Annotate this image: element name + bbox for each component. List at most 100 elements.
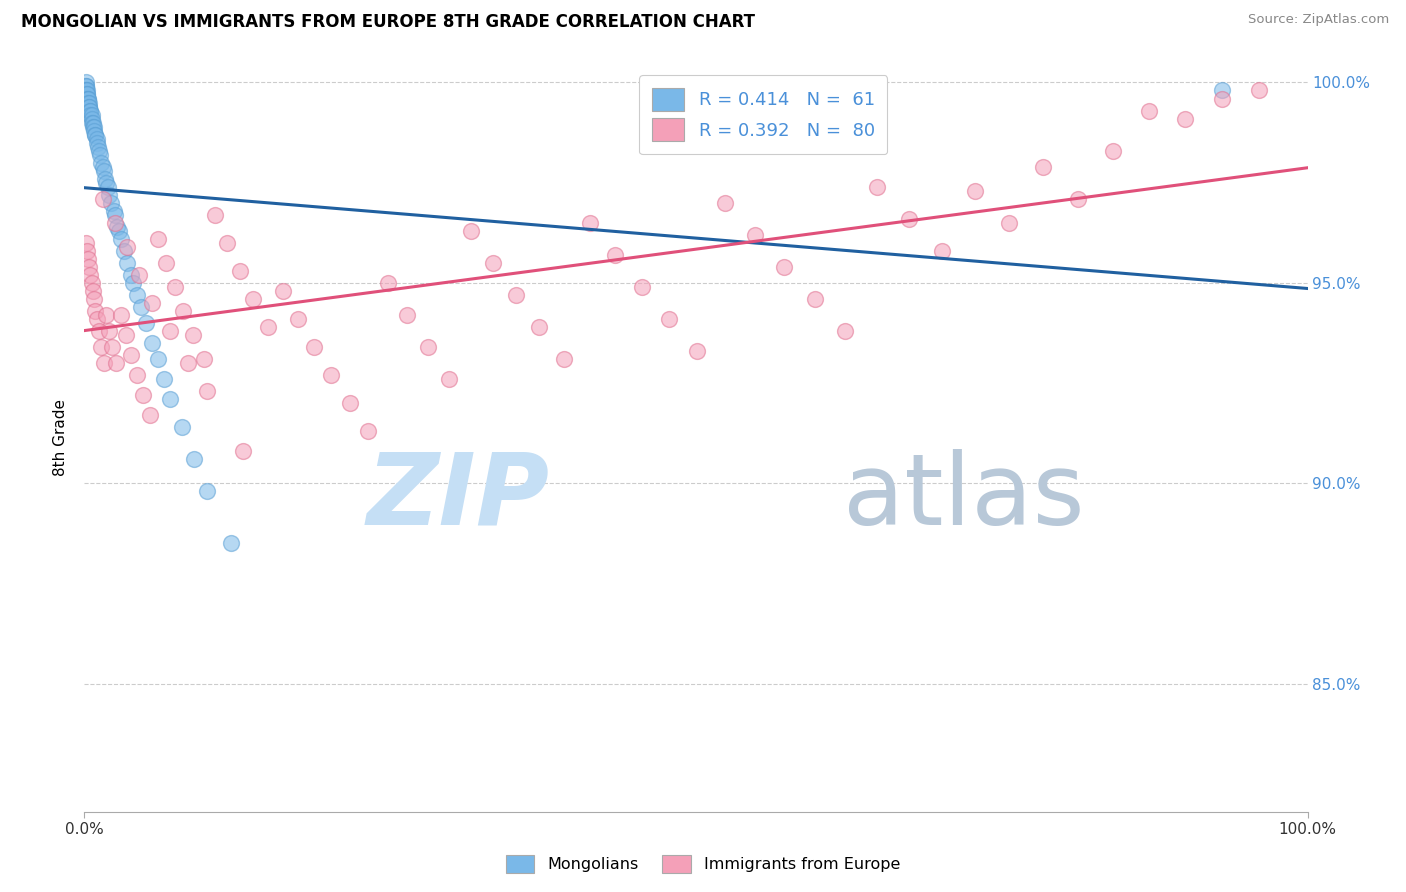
Point xyxy=(79,107,101,121)
Point xyxy=(897,211,920,226)
Point xyxy=(103,203,125,218)
Point xyxy=(105,219,128,234)
Point xyxy=(86,311,108,326)
Point xyxy=(125,368,148,382)
Legend: Mongolians, Immigrants from Europe: Mongolians, Immigrants from Europe xyxy=(499,848,907,880)
Point xyxy=(100,195,122,210)
Point xyxy=(155,256,177,270)
Point xyxy=(77,99,100,113)
Point xyxy=(87,324,110,338)
Point xyxy=(115,240,138,254)
Point xyxy=(83,292,105,306)
Point xyxy=(93,356,115,370)
Point xyxy=(146,232,169,246)
Point xyxy=(105,356,128,370)
Point xyxy=(605,248,627,262)
Legend: R = 0.414   N =  61, R = 0.392   N =  80: R = 0.414 N = 61, R = 0.392 N = 80 xyxy=(640,75,887,154)
Point xyxy=(181,327,204,342)
Point xyxy=(159,392,181,406)
Point xyxy=(80,107,103,121)
Point xyxy=(153,372,176,386)
Point xyxy=(146,351,169,366)
Point xyxy=(242,292,264,306)
Point xyxy=(77,95,100,110)
Point xyxy=(482,256,505,270)
Point xyxy=(75,83,97,97)
Point xyxy=(84,128,107,142)
Point xyxy=(76,87,98,102)
Point xyxy=(460,224,482,238)
Point xyxy=(110,308,132,322)
Point xyxy=(132,388,155,402)
Point xyxy=(866,179,889,194)
Point xyxy=(77,91,100,105)
Point xyxy=(744,227,766,242)
Point xyxy=(86,136,108,150)
Point xyxy=(139,408,162,422)
Point xyxy=(82,115,104,129)
Point xyxy=(79,268,101,282)
Point xyxy=(1066,192,1088,206)
Point xyxy=(80,115,103,129)
Point xyxy=(195,384,218,398)
Point xyxy=(377,276,399,290)
Point xyxy=(76,83,98,97)
Point xyxy=(77,99,100,113)
Point xyxy=(83,120,105,134)
Point xyxy=(89,147,111,161)
Point xyxy=(84,128,107,142)
Point xyxy=(128,268,150,282)
Point xyxy=(79,103,101,118)
Point xyxy=(115,327,138,342)
Point xyxy=(437,372,460,386)
Point xyxy=(287,311,309,326)
Point xyxy=(112,244,135,258)
Point xyxy=(339,396,361,410)
Text: MONGOLIAN VS IMMIGRANTS FROM EUROPE 8TH GRADE CORRELATION CHART: MONGOLIAN VS IMMIGRANTS FROM EUROPE 8TH … xyxy=(21,13,755,31)
Point xyxy=(129,300,152,314)
Point xyxy=(195,484,218,499)
Point xyxy=(578,216,600,230)
Point xyxy=(658,311,681,326)
Point xyxy=(1137,103,1160,118)
Point xyxy=(96,176,118,190)
Point xyxy=(172,420,194,434)
Point xyxy=(80,112,103,126)
Text: Source: ZipAtlas.com: Source: ZipAtlas.com xyxy=(1249,13,1389,27)
Point xyxy=(232,444,254,458)
Point xyxy=(120,268,142,282)
Point xyxy=(1174,112,1197,126)
Point xyxy=(183,452,205,467)
Point xyxy=(87,139,110,153)
Point xyxy=(76,91,98,105)
Point xyxy=(686,343,709,358)
Point xyxy=(416,340,439,354)
Point xyxy=(90,155,112,169)
Point xyxy=(321,368,343,382)
Point xyxy=(75,235,97,250)
Point xyxy=(97,187,120,202)
Point xyxy=(76,87,98,102)
Point xyxy=(357,424,380,438)
Point xyxy=(834,324,856,338)
Point xyxy=(87,144,110,158)
Point xyxy=(141,335,163,350)
Point xyxy=(803,292,825,306)
Point xyxy=(257,319,280,334)
Point xyxy=(82,120,104,134)
Point xyxy=(107,224,129,238)
Point xyxy=(193,351,215,366)
Point xyxy=(159,324,181,338)
Text: atlas: atlas xyxy=(842,449,1084,546)
Point xyxy=(714,195,737,210)
Point xyxy=(76,244,98,258)
Point xyxy=(125,288,148,302)
Point xyxy=(79,103,101,118)
Point xyxy=(1247,83,1270,97)
Point xyxy=(82,284,104,298)
Point xyxy=(91,160,114,174)
Point xyxy=(135,316,157,330)
Y-axis label: 8th Grade: 8th Grade xyxy=(53,399,69,475)
Point xyxy=(75,79,97,94)
Point xyxy=(97,179,120,194)
